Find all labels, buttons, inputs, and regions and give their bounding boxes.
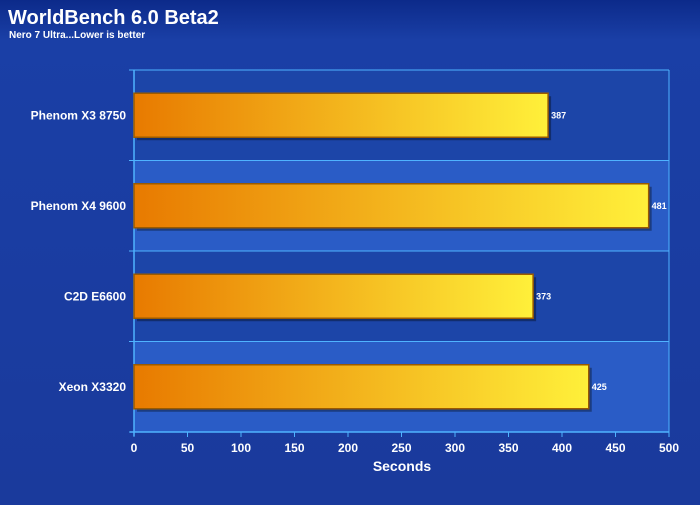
bar [133,92,549,138]
value-labels: 387 481 373 425 [536,110,667,392]
x-tick-label: 400 [552,441,572,455]
category-label: C2D E6600 [64,289,126,303]
category-label: Phenom X3 8750 [31,108,127,122]
chart-title: WorldBench 6.0 Beta2 [8,7,219,29]
value-label: 387 [551,110,566,120]
value-label: 481 [652,201,667,211]
x-tick-label: 150 [284,441,304,455]
x-tick-label: 50 [181,441,195,455]
x-tick-label: 0 [131,441,138,455]
x-tick-labels: 0 50 100 150 200 250 300 350 400 450 500 [131,441,680,455]
x-tick-label: 350 [498,441,518,455]
category-label: Xeon X3320 [59,380,127,394]
x-tick-label: 450 [605,441,625,455]
x-tick-label: 250 [391,441,411,455]
category-label: Phenom X4 9600 [31,199,127,213]
value-label: 373 [536,291,551,301]
bar [133,364,590,410]
x-tick-label: 300 [445,441,465,455]
value-label: 425 [592,382,607,392]
bar [133,273,534,319]
bars [133,92,652,412]
x-tick-label: 100 [231,441,251,455]
chart-subtitle: Nero 7 Ultra...Lower is better [9,30,145,41]
x-axis-label: Seconds [373,458,432,474]
x-tick-label: 500 [659,441,679,455]
x-tick-label: 200 [338,441,358,455]
bar [133,183,650,229]
category-labels: Phenom X3 8750 Phenom X4 9600 C2D E6600 Xeo… [31,108,127,394]
